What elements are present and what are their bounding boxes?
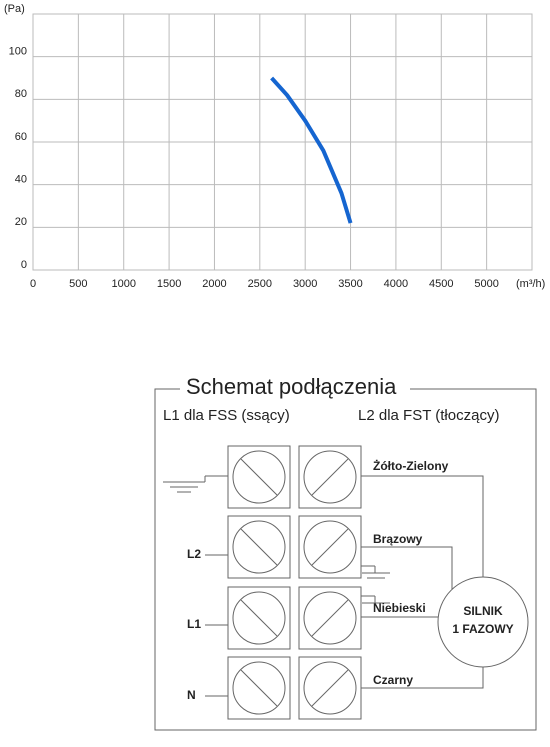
screw-slot <box>240 599 278 637</box>
screw-slot <box>240 458 278 496</box>
input-label: L2 <box>187 547 201 561</box>
wire-label: Brązowy <box>373 532 423 546</box>
title-backdrop <box>180 375 410 401</box>
screw-slot <box>240 669 278 707</box>
screw-slot <box>311 528 349 566</box>
motor-label: 1 FAZOWY <box>452 622 513 636</box>
wire-label: Żółto-Zielony <box>373 458 449 473</box>
x-tick-label: 1500 <box>157 278 181 290</box>
x-tick-label: 3500 <box>338 278 362 290</box>
x-tick-label: 3000 <box>293 278 317 290</box>
y-tick-label: 100 <box>9 46 27 58</box>
y-axis-label: (Pa) <box>4 3 25 15</box>
input-label: L1 <box>187 617 201 631</box>
y-tick-label: 40 <box>15 174 27 186</box>
ground-right <box>361 565 390 604</box>
screw-slot <box>311 458 349 496</box>
motor <box>437 576 529 668</box>
ground-left <box>163 475 228 493</box>
x-tick-label: 1000 <box>111 278 135 290</box>
screw-slot <box>240 528 278 566</box>
diagram-title: Schemat podłączenia <box>186 374 397 399</box>
y-tick-label: 0 <box>21 259 27 271</box>
x-tick-label: 2000 <box>202 278 226 290</box>
right-caption: L2 dla FST (tłoczący) <box>358 407 499 424</box>
motor-wires <box>205 475 484 697</box>
x-tick-label: 0 <box>30 278 36 290</box>
wiring-diagram: Schemat podłączenia L1 dla FSS (ssący) L… <box>154 374 537 731</box>
wire-label: Niebieski <box>373 601 426 615</box>
screw-slot <box>311 669 349 707</box>
screw-slot <box>311 599 349 637</box>
y-tick-label: 20 <box>15 216 27 228</box>
x-tick-label: 4000 <box>384 278 408 290</box>
x-axis-label: (m³/h) <box>516 278 545 290</box>
y-tick-label: 80 <box>15 88 27 100</box>
line-series <box>270 76 353 224</box>
terminal-blocks <box>227 445 362 720</box>
x-tick-label: 2500 <box>248 278 272 290</box>
y-tick-label: 60 <box>15 131 27 143</box>
wire-label: Czarny <box>373 673 413 687</box>
x-tick-label: 500 <box>69 278 87 290</box>
x-tick-label: 5000 <box>474 278 498 290</box>
motor-label: SILNIK <box>463 604 503 618</box>
left-caption: L1 dla FSS (ssący) <box>163 407 290 424</box>
input-label: N <box>187 688 196 702</box>
x-tick-label: 4500 <box>429 278 453 290</box>
